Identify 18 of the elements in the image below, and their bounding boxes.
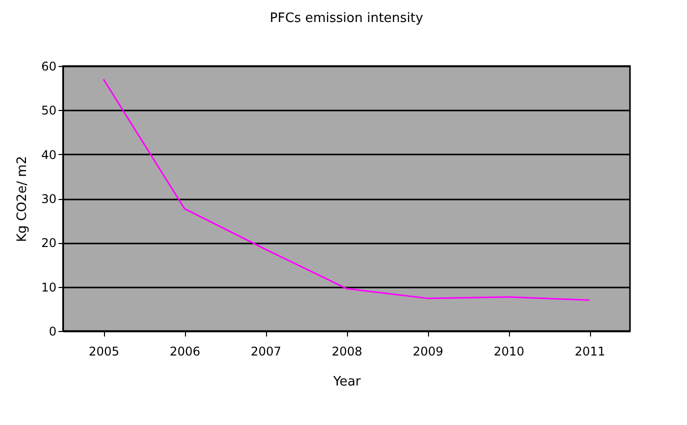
y-tick-label: 0 xyxy=(48,324,56,338)
y-tick-label: 30 xyxy=(41,192,56,206)
y-axis-title: Kg CO2e/ m2 xyxy=(15,156,30,242)
y-tick-label: 10 xyxy=(41,280,56,294)
x-tick-label: 2009 xyxy=(412,344,444,358)
chart-title: PFCs emission intensity xyxy=(270,11,424,26)
y-tick-label: 40 xyxy=(41,148,56,162)
x-tick-label: 2007 xyxy=(250,344,282,358)
y-tick-label: 60 xyxy=(41,60,56,74)
x-tick-label: 2011 xyxy=(574,344,606,358)
x-tick-label: 2006 xyxy=(170,344,200,358)
y-tick-label: 50 xyxy=(41,104,56,118)
x-tick-label: 2010 xyxy=(494,344,524,358)
x-tick-label: 2008 xyxy=(332,344,362,358)
y-tick-label: 20 xyxy=(41,236,56,250)
x-axis-title: Year xyxy=(332,374,362,390)
x-tick-label: 2005 xyxy=(88,344,120,358)
line-series xyxy=(102,78,590,301)
